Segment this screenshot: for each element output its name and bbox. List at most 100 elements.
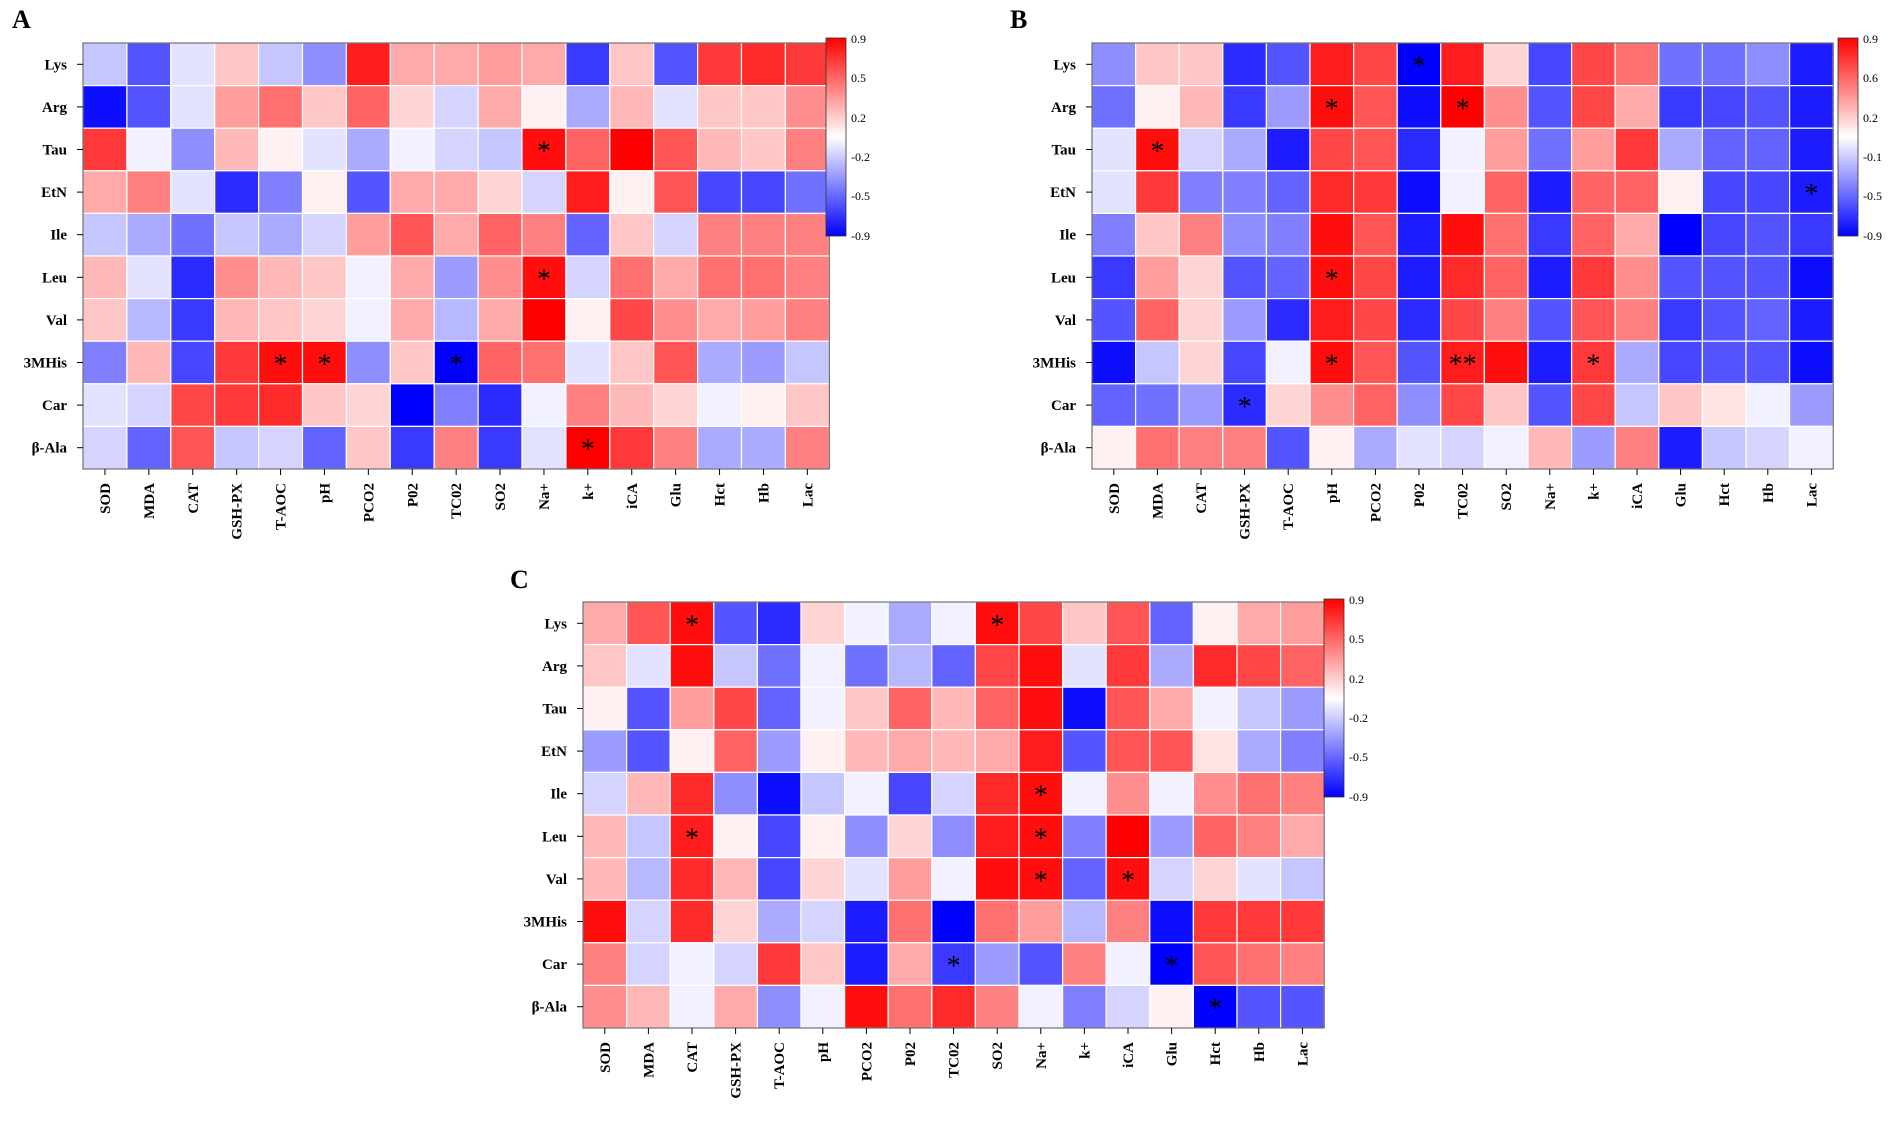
- heatmap-cell: [258, 255, 304, 300]
- heatmap-cell: [800, 686, 846, 731]
- heatmap-cell: [214, 255, 260, 300]
- heatmap-cell: [1309, 255, 1355, 300]
- col-label: Na+: [1543, 483, 1559, 510]
- heatmap-cell: [433, 298, 479, 342]
- col-label: PCO2: [361, 483, 377, 522]
- heatmap-cell: [582, 771, 628, 816]
- heatmap-cell: [931, 771, 976, 816]
- col-label: Lac: [1295, 1042, 1311, 1067]
- heatmap-cell: [521, 383, 567, 427]
- heatmap-cell: [1061, 814, 1107, 859]
- heatmap-cell: [784, 255, 830, 300]
- heatmap-cell: [696, 425, 743, 470]
- heatmap-cell: [1018, 643, 1064, 688]
- heatmap-cell: [1352, 84, 1398, 129]
- heatmap-cell: [1614, 212, 1660, 257]
- heatmap-cell: [1192, 643, 1238, 688]
- heatmap-cell: [1236, 942, 1282, 986]
- heatmap-panel-b: Lys Arg Tau EtN Ile Leu Val 3MHis Car β-Ala SOD MDA…: [1033, 42, 1834, 540]
- heatmap-cell: [82, 298, 128, 342]
- heatmap-cell: [1658, 42, 1704, 87]
- heatmap-cell: [1236, 899, 1282, 944]
- heatmap-cell: [521, 255, 567, 300]
- heatmap-cell: [1265, 170, 1311, 215]
- col-label: Glu: [669, 483, 685, 507]
- heatmap-cell: [1178, 84, 1224, 129]
- heatmap-cell: [1018, 856, 1064, 901]
- heatmap-cell: [477, 212, 523, 257]
- heatmap-cell: [1192, 601, 1238, 646]
- heatmap-cell: [653, 298, 699, 342]
- heatmap-cell: [1396, 84, 1442, 129]
- col-label: Hct: [713, 483, 729, 506]
- row-label: Car: [1051, 398, 1076, 414]
- panel-label-c: C: [510, 565, 529, 594]
- row-label: Arg: [542, 659, 567, 675]
- heatmap-cell: [1192, 686, 1238, 731]
- heatmap-cell: [1527, 298, 1573, 342]
- heatmap-cell: [784, 425, 830, 470]
- heatmap-cell: [625, 942, 671, 986]
- heatmap-cell: [521, 212, 567, 257]
- heatmap-cell: [1134, 425, 1180, 470]
- heatmap-cell: [82, 212, 128, 257]
- heatmap-cell: [1222, 42, 1268, 87]
- heatmap-cell: [1527, 212, 1573, 257]
- heatmap-cell: [740, 298, 787, 342]
- heatmap-cell: [784, 170, 830, 215]
- col-label: Na+: [1034, 1042, 1050, 1069]
- heatmap-cell: [258, 383, 304, 427]
- heatmap-cell: [843, 814, 889, 859]
- heatmap-cell: [1178, 255, 1224, 300]
- heatmap-cell: [1178, 127, 1224, 172]
- significance-star: *: [685, 823, 699, 854]
- heatmap-cell: [1091, 383, 1137, 427]
- col-label: CAT: [186, 483, 202, 514]
- heatmap-cell: [696, 340, 743, 385]
- heatmap-cell: [784, 127, 830, 172]
- significance-star: *: [1034, 866, 1048, 897]
- significance-star: *: [1586, 350, 1600, 381]
- col-label: T-AOC: [1281, 483, 1297, 530]
- heatmap-cell: [1265, 383, 1311, 427]
- heatmap-cell: [1222, 383, 1268, 427]
- col-label: iCA: [1630, 483, 1646, 509]
- colorbar-c-tick: 0.2: [1349, 672, 1364, 686]
- heatmap-cell: [1091, 425, 1137, 470]
- heatmap-cell: [756, 899, 802, 944]
- heatmap-cell: [1701, 383, 1747, 427]
- heatmap-cell: [565, 84, 611, 129]
- heatmap-cell: [713, 686, 758, 731]
- col-label: pH: [1325, 483, 1341, 503]
- heatmap-cell: [653, 170, 699, 215]
- colorbar-c-tick: 0.9: [1349, 593, 1364, 607]
- heatmap-cell: [389, 340, 435, 385]
- heatmap-cell: [1614, 340, 1660, 385]
- heatmap-cell: [1309, 425, 1355, 470]
- heatmap-cell: [1265, 298, 1311, 342]
- heatmap-cell: [345, 298, 391, 342]
- significance-star: *: [449, 350, 463, 381]
- heatmap-cell: [126, 340, 172, 385]
- heatmap-cell: [1018, 984, 1064, 1029]
- heatmap-cell: [1236, 984, 1282, 1029]
- heatmap-cell: [1149, 643, 1195, 688]
- significance-star: *: [1804, 179, 1818, 210]
- col-label: k+: [1586, 483, 1602, 500]
- heatmap-cell: [1091, 127, 1137, 172]
- heatmap-cell: [1018, 899, 1064, 944]
- heatmap-cell: [653, 425, 699, 470]
- heatmap-cell: [1178, 383, 1224, 427]
- heatmap-cell: [82, 383, 128, 427]
- heatmap-cell: [887, 814, 933, 859]
- significance-star: *: [581, 435, 595, 466]
- heatmap-cell: [1222, 84, 1268, 129]
- heatmap-cell: [931, 814, 976, 859]
- heatmap-cell: [1440, 42, 1486, 87]
- heatmap-cell: [1745, 170, 1791, 215]
- heatmap-cell: [1105, 601, 1151, 646]
- heatmap-cell: [931, 729, 976, 773]
- col-label: SO2: [990, 1042, 1006, 1070]
- heatmap-cell: [126, 127, 172, 172]
